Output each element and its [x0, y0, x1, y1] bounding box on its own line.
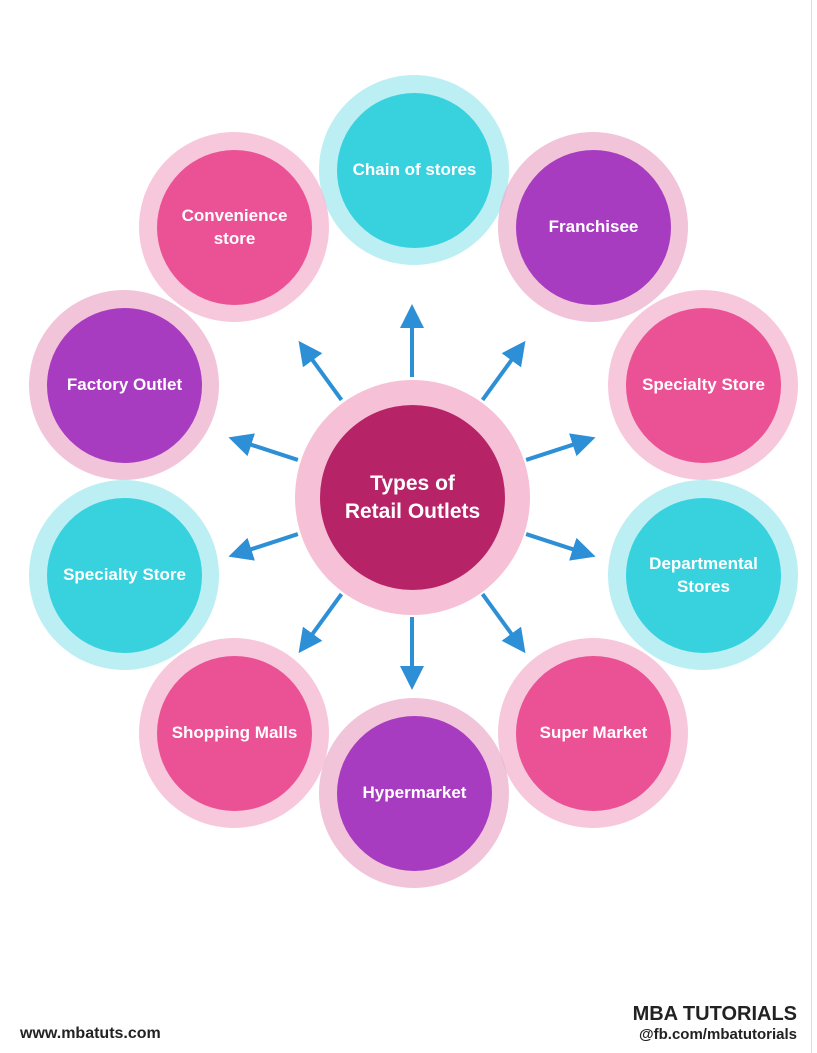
outer-node: Super Market — [516, 656, 671, 811]
right-divider — [811, 0, 812, 1053]
center-label: Types of Retail Outlets — [345, 470, 480, 525]
footer: www.mbatuts.com MBA TUTORIALS @fb.com/mb… — [0, 1003, 817, 1043]
outer-node-label: Departmental Stores — [636, 553, 771, 597]
outer-node: Factory Outlet — [47, 308, 202, 463]
outer-node-label: Specialty Store — [642, 374, 765, 396]
spoke-arrow — [303, 347, 341, 400]
spoke-arrow — [483, 347, 521, 400]
outer-node-label: Convenience store — [167, 205, 302, 249]
footer-brand: MBA TUTORIALS — [633, 1003, 797, 1026]
outer-node: Franchisee — [516, 150, 671, 305]
spoke-arrow — [483, 594, 521, 647]
outer-node: Hypermarket — [337, 716, 492, 871]
outer-node: Chain of stores — [337, 93, 492, 248]
spoke-arrow — [236, 534, 298, 554]
outer-node: Convenience store — [157, 150, 312, 305]
spoke-arrow — [303, 594, 341, 647]
outer-node: Shopping Malls — [157, 656, 312, 811]
outer-node-label: Franchisee — [549, 216, 639, 238]
center-node: Types of Retail Outlets — [320, 405, 505, 590]
outer-node-label: Super Market — [540, 722, 648, 744]
footer-url: www.mbatuts.com — [20, 1025, 161, 1043]
outer-node-label: Chain of stores — [353, 159, 477, 181]
outer-node: Specialty Store — [47, 498, 202, 653]
outer-node-label: Specialty Store — [63, 564, 186, 586]
footer-handle: @fb.com/mbatutorials — [633, 1026, 797, 1043]
outer-node-label: Shopping Malls — [172, 722, 298, 744]
spoke-arrow — [236, 440, 298, 460]
outer-node-label: Hypermarket — [363, 782, 467, 804]
spoke-arrow — [526, 440, 588, 460]
footer-brand-block: MBA TUTORIALS @fb.com/mbatutorials — [633, 1003, 797, 1043]
outer-node: Departmental Stores — [626, 498, 781, 653]
outer-node: Specialty Store — [626, 308, 781, 463]
spoke-arrow — [526, 534, 588, 554]
outer-node-label: Factory Outlet — [67, 374, 182, 396]
radial-diagram: Types of Retail Outlets Chain of stores F… — [0, 0, 817, 1000]
